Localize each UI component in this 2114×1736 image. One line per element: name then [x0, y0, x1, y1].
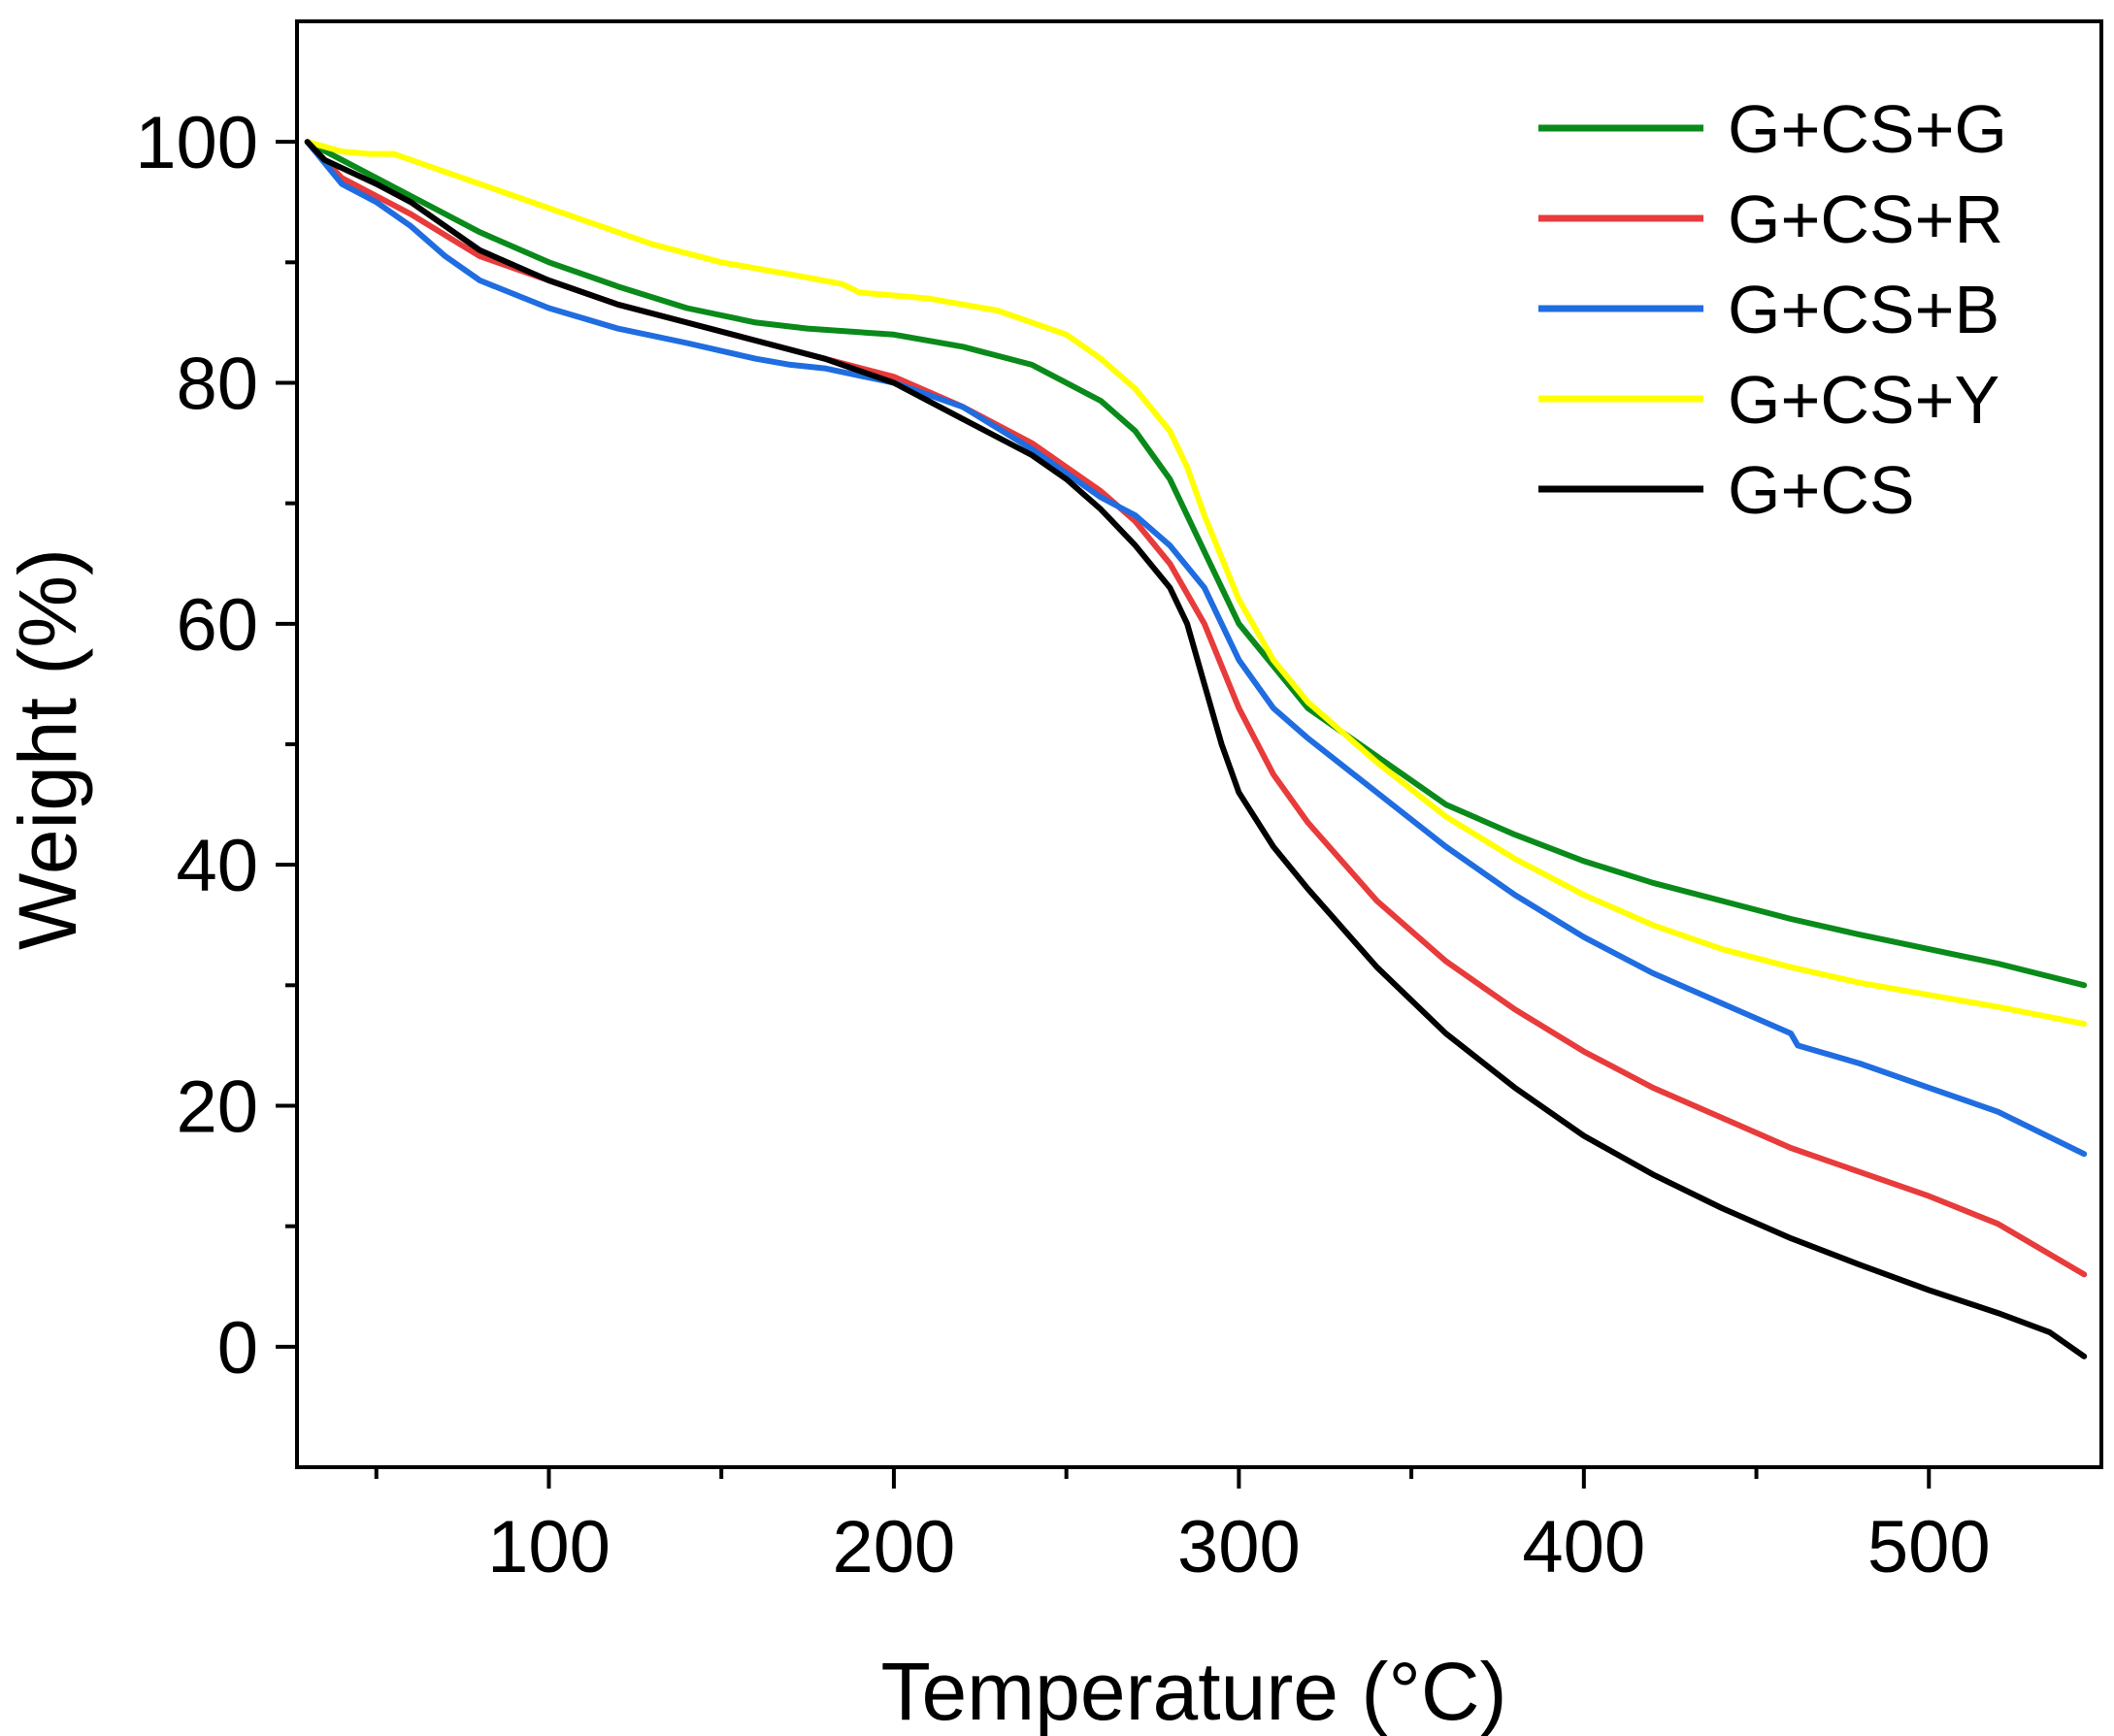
x-tick-label: 500 [1867, 1506, 1991, 1589]
x-tick-label: 400 [1522, 1506, 1645, 1589]
y-tick-label: 100 [135, 102, 258, 184]
x-tick-label: 300 [1177, 1506, 1301, 1589]
y-tick-label: 0 [217, 1307, 258, 1390]
plot-curves [304, 139, 2088, 1359]
series-line-g-cs [304, 139, 2088, 1359]
series-line-g-cs-g [304, 139, 2088, 989]
y-axis: 0 20 40 60 80 100 [135, 102, 297, 1390]
y-tick-label: 80 [176, 344, 258, 426]
series-line-g-cs-b [304, 139, 2088, 1158]
y-axis-title: Weight (%) [2, 548, 93, 950]
x-tick-label: 200 [833, 1506, 956, 1589]
series-line-g-cs-y [304, 139, 2088, 1028]
legend-label: G+CS+G [1728, 91, 2007, 167]
x-axis: 100 200 300 400 500 [374, 1467, 1991, 1589]
y-tick-label: 60 [176, 584, 258, 667]
y-tick-label: 20 [176, 1066, 258, 1149]
legend-label: G+CS+R [1728, 181, 2003, 257]
legend-label: G+CS+Y [1728, 362, 1999, 438]
legend-label: G+CS [1728, 452, 1915, 528]
x-axis-title: Temperature (°C) [880, 1646, 1506, 1736]
y-tick-label: 40 [176, 825, 258, 907]
legend-label: G+CS+B [1728, 272, 1999, 347]
x-tick-label: 100 [487, 1506, 611, 1589]
legend: G+CS+G G+CS+R G+CS+B G+CS+Y G+CS [1538, 91, 2007, 528]
